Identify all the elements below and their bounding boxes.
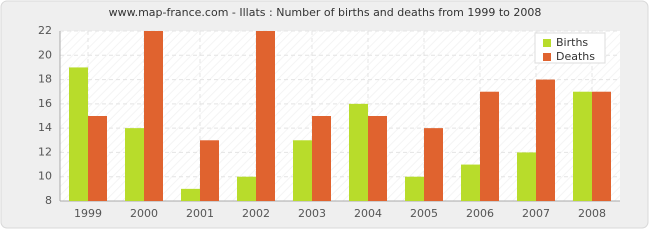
x-tick-label: 2007 [522, 207, 550, 220]
bar [312, 116, 331, 201]
bar [573, 91, 592, 201]
y-tick-label: 20 [38, 48, 52, 61]
bar [480, 91, 499, 201]
x-tick-label: 2006 [466, 207, 494, 220]
x-tick-label: 2005 [410, 207, 438, 220]
bar [237, 176, 256, 201]
legend-swatch [543, 39, 551, 47]
bar [256, 31, 275, 201]
bar [592, 91, 611, 201]
x-tick-label: 2003 [298, 207, 326, 220]
chart-title: www.map-france.com - Illats : Number of … [109, 6, 542, 19]
bar [536, 79, 555, 201]
legend-label: Births [556, 36, 588, 49]
bar [200, 140, 219, 201]
x-tick-label: 2004 [354, 207, 382, 220]
x-tick-label: 2002 [242, 207, 270, 220]
x-tick-label: 2001 [186, 207, 214, 220]
bar [144, 31, 163, 201]
bar [88, 116, 107, 201]
bar [424, 128, 443, 201]
bar [368, 116, 387, 201]
chart: www.map-france.com - Illats : Number of … [0, 0, 649, 229]
legend-label: Deaths [556, 50, 595, 63]
x-tick-label: 2000 [130, 207, 158, 220]
y-tick-label: 18 [38, 73, 52, 86]
y-tick-label: 14 [38, 121, 52, 134]
y-tick-label: 16 [38, 97, 52, 110]
x-tick-label: 2008 [578, 207, 606, 220]
bar [461, 164, 480, 201]
x-tick-label: 1999 [74, 207, 102, 220]
bar [69, 67, 88, 201]
y-tick-label: 12 [38, 145, 52, 158]
legend-swatch [543, 53, 551, 61]
bar [293, 140, 312, 201]
y-tick-label: 22 [38, 24, 52, 37]
bar [349, 103, 368, 201]
y-tick-label: 10 [38, 170, 52, 183]
bar [517, 152, 536, 201]
bar [125, 128, 144, 201]
bar [181, 188, 200, 201]
bar [405, 176, 424, 201]
y-tick-label: 8 [45, 194, 52, 207]
